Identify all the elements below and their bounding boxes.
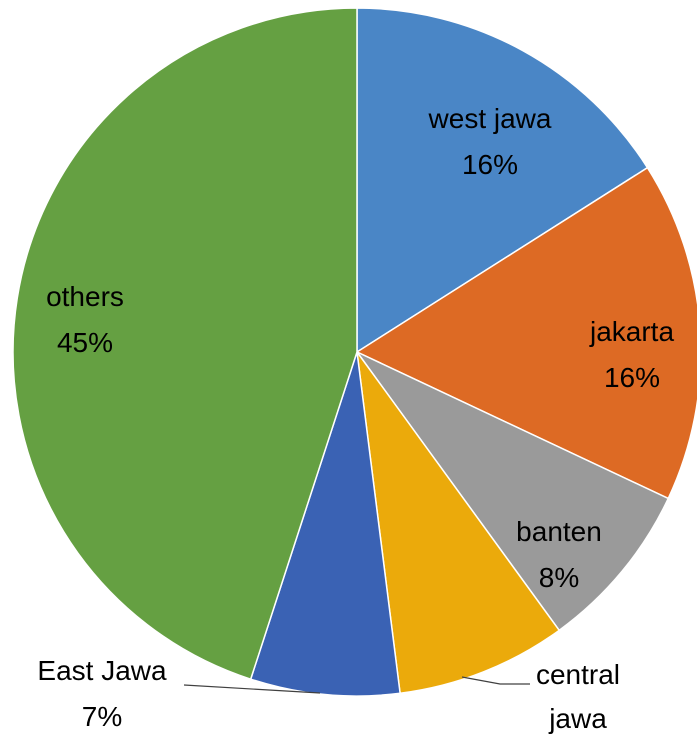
pie-slices	[12, 7, 697, 697]
label-east-jawa-percent: 7%	[82, 701, 122, 732]
pie-slice-others	[12, 7, 358, 681]
label-central-jawa-name-line2: jawa	[548, 703, 607, 734]
pie-slice-jakarta	[355, 166, 697, 500]
pie-slice-central	[356, 351, 561, 695]
pie-slice-banten	[356, 351, 670, 632]
label-jakarta-percent: 16%	[604, 362, 660, 393]
label-banten-percent: 8%	[539, 562, 579, 593]
leader-line-central-jawa	[461, 676, 530, 685]
label-others-percent: 45%	[57, 327, 113, 358]
label-west-jawa-name: west jawa	[428, 103, 552, 134]
leader-line-east-jawa	[183, 684, 321, 694]
label-central-jawa-name: central	[536, 659, 620, 690]
pie-slice-west-jawa	[356, 7, 649, 354]
leader-lines	[183, 676, 530, 694]
label-others-name: others	[46, 281, 124, 312]
label-west-jawa-percent: 16%	[462, 149, 518, 180]
pie-slice-east-jawa	[249, 351, 401, 697]
label-jakarta-name: jakarta	[589, 316, 674, 347]
label-banten-name: banten	[516, 516, 602, 547]
label-east-jawa-name: East Jawa	[37, 655, 167, 686]
